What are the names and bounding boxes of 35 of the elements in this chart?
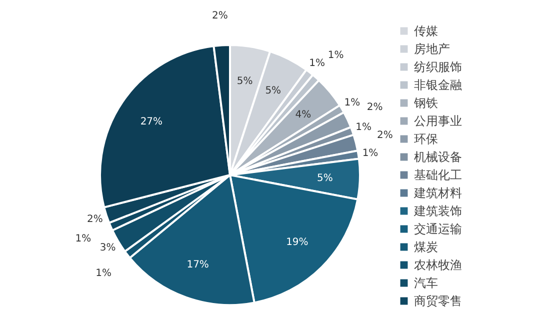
legend-label: 非银金融: [414, 78, 462, 92]
data-label: 19%: [286, 237, 308, 248]
data-label: 4%: [295, 109, 312, 120]
data-label: 2%: [366, 102, 383, 113]
data-label: 3%: [100, 242, 116, 254]
data-label: 2%: [212, 10, 228, 22]
legend-label: 建筑材料: [413, 186, 462, 200]
data-label: 2%: [377, 130, 393, 142]
data-label: 1%: [309, 58, 325, 69]
data-label: 1%: [356, 122, 372, 133]
legend-label: 交通运输: [414, 222, 462, 236]
legend-label: 房地产: [414, 42, 450, 56]
data-label: 5%: [265, 85, 282, 96]
data-label: 1%: [96, 268, 112, 280]
data-label: 27%: [140, 116, 163, 128]
legend-label: 农林牧渔: [414, 258, 462, 272]
legend-label: 基础化工: [414, 168, 462, 182]
legend-label: 建筑装饰: [413, 204, 462, 218]
data-label: 5%: [317, 172, 333, 184]
data-label: 1%: [75, 234, 92, 245]
legend-label: 商贸零售: [414, 294, 462, 308]
data-label: 1%: [362, 148, 378, 159]
data-label: 1%: [328, 50, 344, 61]
data-label: 17%: [186, 259, 209, 270]
legend-label: 公用事业: [414, 114, 462, 128]
legend-label: 钢铁: [413, 96, 438, 110]
data-label: 5%: [236, 76, 253, 88]
legend-label: 环保: [414, 132, 438, 146]
legend-label: 煤炭: [414, 240, 438, 254]
legend-label: 传媒: [414, 24, 438, 38]
data-label: 2%: [87, 214, 103, 225]
legend-label: 机械设备: [414, 150, 462, 164]
legend-label: 汽车: [414, 276, 438, 290]
data-label: 1%: [344, 98, 360, 109]
legend-label: 纺织服饰: [414, 60, 462, 74]
